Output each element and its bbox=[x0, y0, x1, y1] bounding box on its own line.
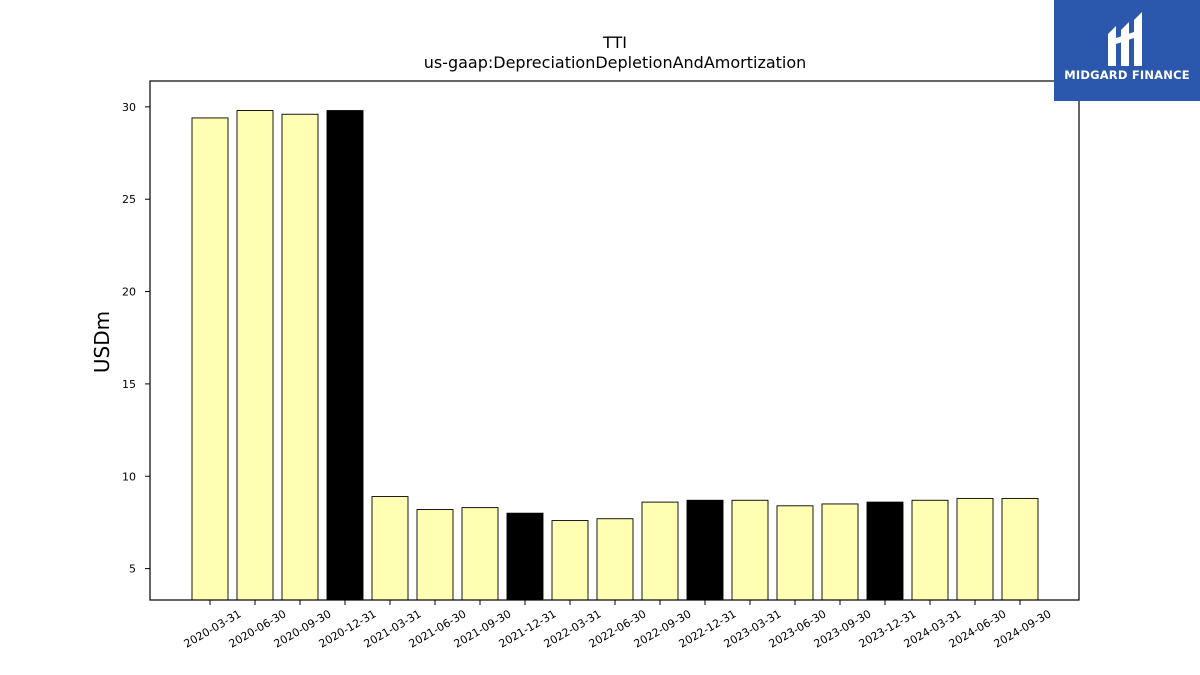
x-axis: 2020-03-312020-06-302020-09-302020-12-31… bbox=[182, 600, 1054, 651]
bar-2021-03-31 bbox=[371, 496, 409, 601]
bars-group bbox=[191, 110, 1039, 601]
y-tick-label: 25 bbox=[122, 193, 136, 206]
chart-title: TTI bbox=[602, 33, 627, 52]
y-tick-label: 10 bbox=[122, 470, 136, 483]
bar-2023-09-30 bbox=[821, 503, 859, 601]
bar-2021-09-30 bbox=[461, 507, 499, 601]
bar-2022-09-30 bbox=[641, 501, 679, 601]
bar-2023-12-31 bbox=[866, 501, 904, 601]
y-tick-label: 30 bbox=[122, 101, 136, 114]
bar-2021-06-30 bbox=[416, 509, 454, 601]
bar-2021-12-31 bbox=[506, 512, 544, 601]
bar-2020-09-30 bbox=[281, 113, 319, 601]
bar-2024-03-31 bbox=[911, 499, 949, 601]
bar-2020-03-31 bbox=[191, 117, 229, 601]
bar-2020-12-31 bbox=[326, 110, 364, 601]
y-tick-label: 20 bbox=[122, 286, 136, 299]
y-tick-label: 5 bbox=[129, 563, 136, 576]
chart-subtitle: us-gaap:DepreciationDepletionAndAmortiza… bbox=[424, 53, 807, 72]
brand-logo: MIDGARD FINANCE bbox=[1054, 0, 1200, 101]
bar-2022-12-31 bbox=[686, 499, 724, 601]
bar-2020-06-30 bbox=[236, 110, 274, 601]
plot-frame bbox=[149, 80, 1080, 601]
bar-2024-06-30 bbox=[956, 497, 994, 601]
bar-2022-06-30 bbox=[596, 518, 634, 601]
bar-2023-06-30 bbox=[776, 505, 814, 601]
brand-name: MIDGARD FINANCE bbox=[1064, 68, 1190, 82]
logo-mark-icon bbox=[1108, 12, 1142, 66]
bar-2023-03-31 bbox=[731, 499, 769, 601]
bar-2022-03-31 bbox=[551, 520, 589, 601]
y-tick-label: 15 bbox=[122, 378, 136, 391]
bar-2024-09-30 bbox=[1001, 497, 1039, 601]
y-axis-label: USDm bbox=[90, 311, 114, 373]
y-axis: 5 10 15 20 25 30 bbox=[122, 101, 150, 576]
